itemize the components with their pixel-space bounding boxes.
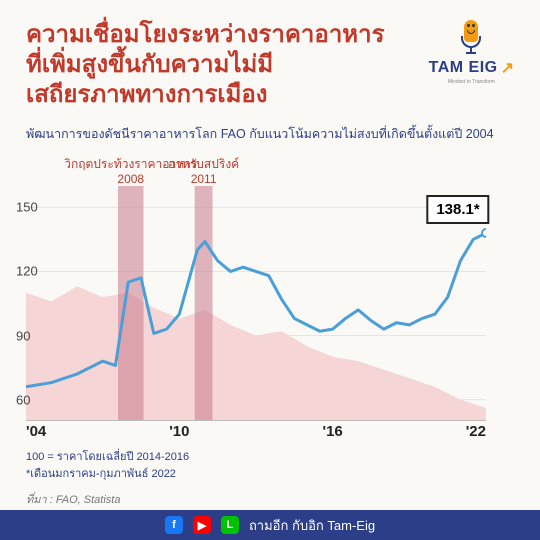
- y-tick-label: 60: [16, 392, 22, 407]
- footer-text: ถามอีก กับอิก Tam-Eig: [249, 515, 375, 536]
- logo: TAM EIG ↗ Mindset to Transform: [429, 20, 514, 85]
- note-period: *เดือนมกราคม-กุมภาพันธ์ 2022: [26, 466, 514, 483]
- chart-area: วิกฤตประท้วงราคาอาหาร2008อาหรับสปริงค์20…: [26, 152, 514, 441]
- y-tick-label: 150: [16, 200, 22, 215]
- value-callout: 138.1*: [426, 195, 489, 224]
- footer: f ▶ L ถามอีก กับอิก Tam-Eig: [0, 510, 540, 540]
- event-label: อาหรับสปริงค์2011: [168, 157, 239, 186]
- x-tick-label: '10: [169, 423, 189, 440]
- x-tick-label: '16: [323, 423, 343, 440]
- note-baseline: 100 = ราคาโดยเฉลี่ยปี 2014-2016: [26, 449, 514, 466]
- facebook-icon[interactable]: f: [165, 516, 183, 534]
- x-tick-label: '04: [26, 423, 46, 440]
- logo-subtext: Mindset to Transform: [429, 79, 514, 85]
- y-tick-label: 120: [16, 264, 22, 279]
- mic-icon: [457, 20, 485, 56]
- subtitle: พัฒนาการของดัชนีราคาอาหารโลก FAO กับแนวโ…: [26, 124, 514, 144]
- trend-arrow-icon: ↗: [501, 58, 514, 78]
- line-chart: [26, 186, 486, 421]
- line-icon[interactable]: L: [221, 516, 239, 534]
- page-title: ความเชื่อมโยงระหว่างราคาอาหารที่เพิ่มสูง…: [26, 20, 384, 110]
- logo-text: TAM EIG: [429, 59, 498, 77]
- x-tick-label: '22: [466, 423, 486, 440]
- source-text: ที่มา : FAO, Statista: [26, 490, 514, 508]
- youtube-icon[interactable]: ▶: [193, 516, 211, 534]
- y-tick-label: 90: [16, 328, 22, 343]
